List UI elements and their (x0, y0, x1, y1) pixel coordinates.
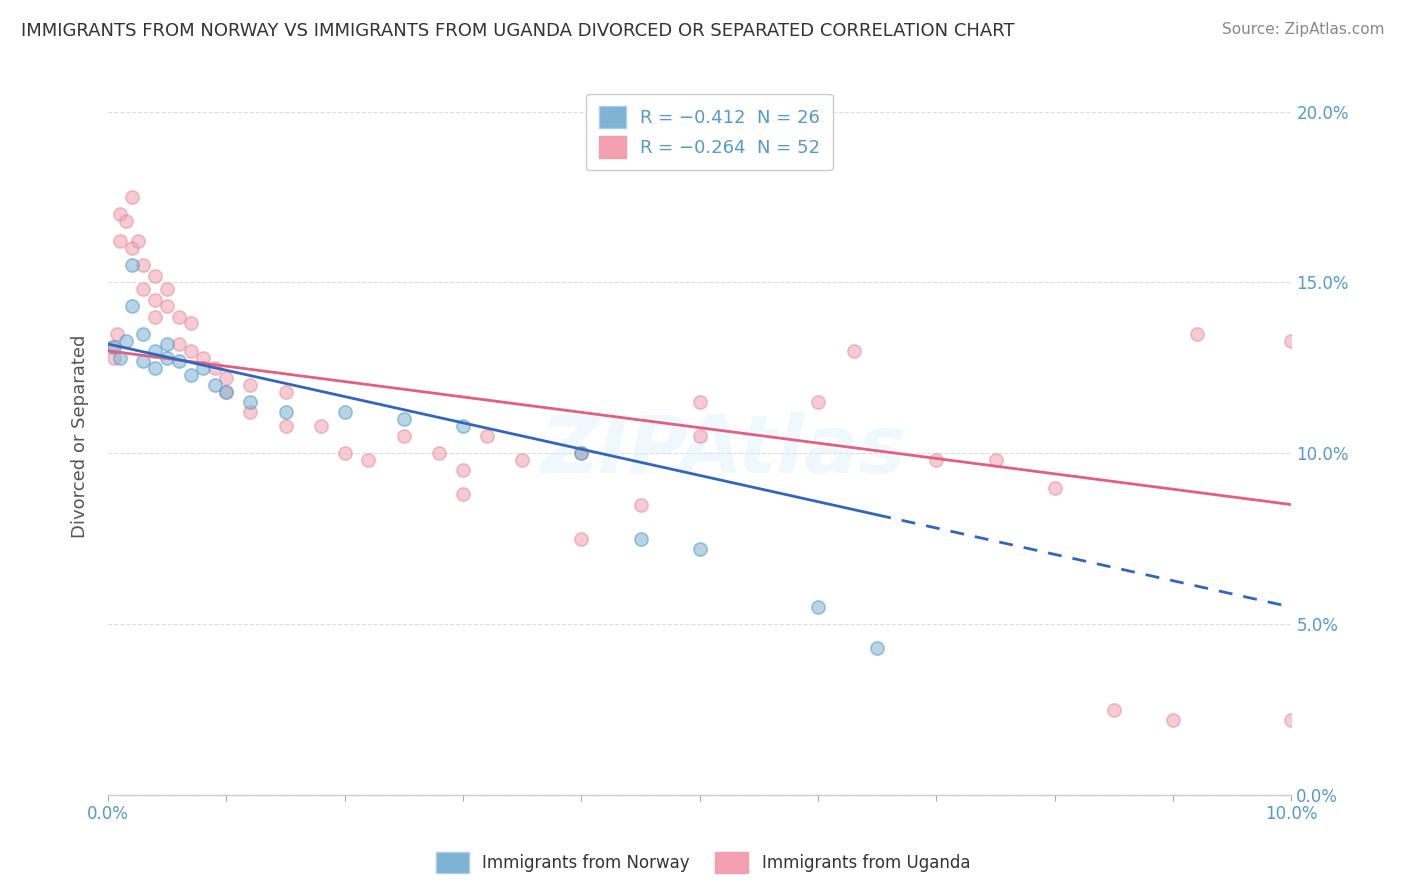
Text: Source: ZipAtlas.com: Source: ZipAtlas.com (1222, 22, 1385, 37)
Point (204, 360, 226, 375)
Point (180, 317, 202, 331)
Point (103, 351, 125, 365)
Point (132, 282, 155, 296)
Point (143, 360, 166, 375)
Point (108, 235, 131, 249)
Point (191, 360, 214, 375)
Point (132, 326, 155, 341)
Point (569, 446, 592, 460)
Point (167, 354, 190, 368)
Point (100, 340, 122, 354)
Point (204, 378, 226, 392)
Point (333, 405, 356, 419)
Point (239, 378, 262, 392)
Text: IMMIGRANTS FROM NORWAY VS IMMIGRANTS FROM UGANDA DIVORCED OR SEPARATED CORRELATI: IMMIGRANTS FROM NORWAY VS IMMIGRANTS FRO… (21, 22, 1015, 40)
Point (689, 429, 711, 443)
Point (114, 334, 136, 348)
Point (180, 368, 202, 382)
Point (114, 214, 136, 228)
Point (108, 207, 131, 221)
Point (121, 190, 143, 204)
Point (180, 343, 202, 358)
Point (807, 395, 830, 409)
Point (132, 354, 155, 368)
Point (167, 310, 190, 324)
Point (274, 419, 297, 434)
Point (191, 351, 214, 365)
Point (427, 446, 450, 460)
Point (333, 446, 356, 460)
Point (451, 487, 474, 501)
Point (689, 395, 711, 409)
Legend: Immigrants from Norway, Immigrants from Uganda: Immigrants from Norway, Immigrants from … (429, 846, 977, 880)
Point (689, 541, 711, 556)
Point (451, 419, 474, 434)
Point (167, 337, 190, 351)
Point (274, 405, 297, 419)
Point (143, 293, 166, 307)
Point (156, 299, 179, 313)
Point (121, 299, 143, 313)
Point (510, 453, 533, 467)
Point (108, 351, 131, 365)
Point (569, 532, 592, 546)
Point (121, 259, 143, 273)
Point (392, 429, 415, 443)
Point (156, 282, 179, 296)
Point (569, 446, 592, 460)
Point (630, 498, 652, 512)
Point (1281, 334, 1303, 348)
Point (239, 405, 262, 419)
Point (925, 453, 948, 467)
Point (215, 384, 238, 399)
Point (143, 343, 166, 358)
Point (143, 310, 166, 324)
Point (357, 453, 380, 467)
Point (239, 395, 262, 409)
Point (121, 241, 143, 255)
Point (1185, 326, 1208, 341)
Point (309, 419, 332, 434)
Point (392, 412, 415, 426)
Point (107, 326, 129, 341)
Point (984, 453, 1007, 467)
Point (274, 384, 297, 399)
Point (842, 343, 865, 358)
Y-axis label: Divorced or Separated: Divorced or Separated (72, 334, 89, 538)
Point (132, 259, 155, 273)
Point (630, 532, 652, 546)
Point (156, 351, 179, 365)
Point (475, 429, 498, 443)
Point (866, 641, 889, 656)
Point (807, 600, 830, 615)
Text: ZIPAtlas: ZIPAtlas (540, 411, 907, 490)
Point (143, 268, 166, 283)
Legend: R = −0.412  N = 26, R = −0.264  N = 52: R = −0.412 N = 26, R = −0.264 N = 52 (586, 94, 832, 170)
Point (1102, 703, 1125, 717)
Point (215, 384, 238, 399)
Point (1043, 481, 1066, 495)
Point (1161, 713, 1184, 727)
Point (215, 371, 238, 385)
Point (103, 340, 125, 354)
Point (1281, 713, 1303, 727)
Point (451, 463, 474, 477)
Point (127, 235, 149, 249)
Point (156, 337, 179, 351)
